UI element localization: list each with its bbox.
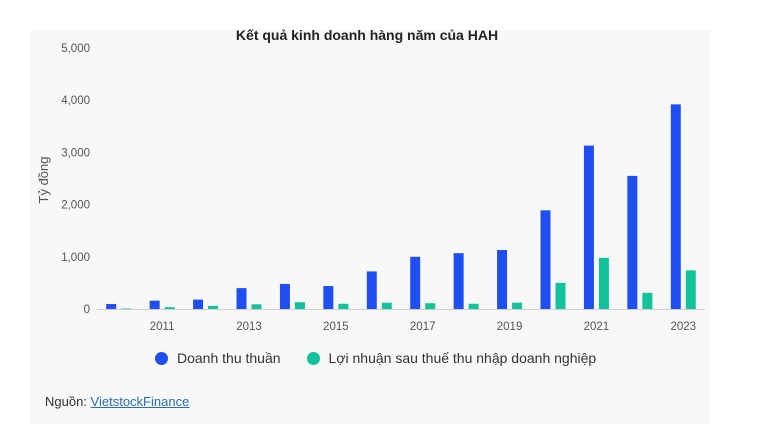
bar-revenue-2022[interactable] [627,175,638,309]
x-tick-label: 2019 [497,321,523,333]
bar-revenue-2011[interactable] [149,300,160,309]
bar-profit-2023[interactable] [685,270,696,309]
bar-profit-2016[interactable] [381,302,392,309]
bar-profit-2011[interactable] [164,307,175,309]
y-tick-label: 2,000 [61,200,90,212]
y-tick-label: 4,000 [61,95,90,107]
bar-profit-2013[interactable] [251,304,262,309]
legend-label-revenue: Doanh thu thuần [177,350,281,366]
y-axis-label: Tỷ đồng [36,157,51,204]
legend-swatch-revenue [155,351,168,365]
x-tick-label: 2021 [584,321,610,333]
bar-profit-2012[interactable] [208,305,219,309]
bar-revenue-2017[interactable] [410,256,421,309]
bar-profit-2022[interactable] [642,292,653,309]
source-note: Nguồn: VietstockFinance [45,394,189,409]
bar-profit-2020[interactable] [555,282,566,309]
bar-profit-2019[interactable] [512,302,523,309]
legend: Doanh thu thuần Lợi nhuận sau thuế thu n… [155,350,622,366]
y-tick-label: 1,000 [61,252,90,264]
y-tick-label: 3,000 [61,147,90,159]
bar-revenue-2020[interactable] [540,210,551,309]
chart-title: Kết quả kinh doanh hàng năm của HAH [236,27,498,43]
bar-profit-2021[interactable] [598,257,609,309]
bar-revenue-2021[interactable] [583,145,594,309]
source-link[interactable]: VietstockFinance [90,394,190,409]
bar-revenue-2015[interactable] [323,286,334,309]
y-tick-label: 5,000 [61,43,90,55]
x-tick-label: 2013 [236,321,262,333]
bar-profit-2010[interactable] [121,308,132,309]
x-tick-label: 2023 [670,321,696,333]
bar-revenue-2012[interactable] [193,299,204,309]
bar-revenue-2010[interactable] [106,304,117,309]
x-tick-label: 2017 [410,321,436,333]
x-tick-label: 2011 [150,321,175,333]
bar-profit-2015[interactable] [338,303,349,309]
legend-item-revenue[interactable]: Doanh thu thuần [155,350,281,366]
legend-swatch-profit [306,351,320,365]
x-axis: 2011 2013 2015 2017 2019 2021 2023 [150,321,696,333]
bar-revenue-2018[interactable] [453,253,464,309]
bar-revenue-2016[interactable] [366,271,377,309]
source-label: Nguồn: [45,394,91,409]
bar-revenue-2013[interactable] [236,288,247,309]
y-axis: 0 1,000 2,000 3,000 4,000 5,000 [61,43,90,316]
bar-revenue-2023[interactable] [670,104,681,309]
bar-profit-2018[interactable] [468,303,479,309]
bars [106,104,696,309]
bar-revenue-2014[interactable] [279,283,290,309]
legend-item-profit[interactable]: Lợi nhuận sau thuế thu nhập doanh nghiệp [306,350,597,366]
bar-profit-2014[interactable] [294,302,305,309]
chart-panel [30,30,710,424]
x-tick-label: 2015 [323,321,349,333]
legend-label-profit: Lợi nhuận sau thuế thu nhập doanh nghiệp [328,350,597,366]
y-tick-label: 0 [84,304,90,316]
bar-profit-2017[interactable] [425,303,436,309]
bar-revenue-2019[interactable] [497,250,508,309]
